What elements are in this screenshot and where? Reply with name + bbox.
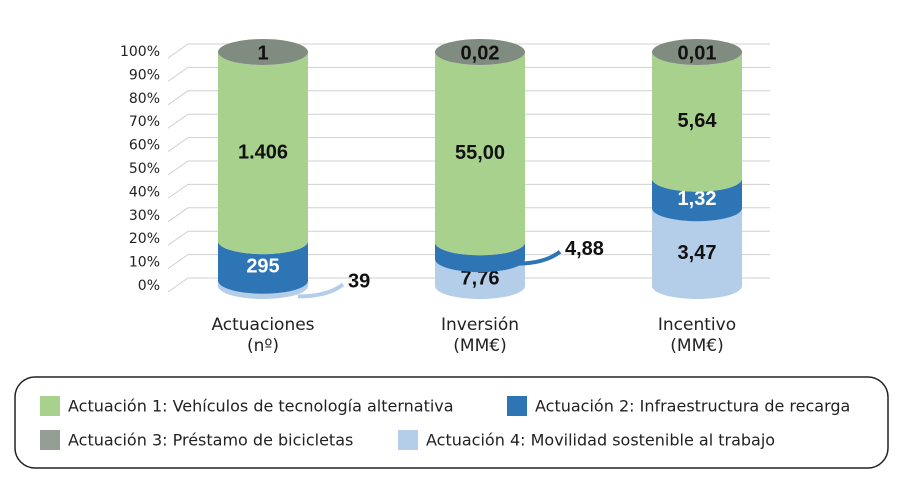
value-label: 5,64 bbox=[678, 110, 718, 132]
x-tick-label: (MM€) bbox=[670, 336, 723, 356]
x-tick-label: (nº) bbox=[247, 336, 279, 356]
value-label: 0,02 bbox=[461, 42, 500, 64]
grid-line bbox=[167, 277, 770, 293]
y-tick-label: 70% bbox=[129, 114, 160, 130]
grid-line bbox=[167, 66, 770, 82]
value-label: 0,01 bbox=[678, 42, 717, 64]
legend-swatch bbox=[40, 430, 60, 450]
cylinder-top bbox=[218, 39, 308, 65]
legend-swatch bbox=[507, 396, 527, 416]
value-label: 39 bbox=[348, 271, 370, 293]
value-label: 295 bbox=[246, 256, 279, 278]
y-tick-label: 50% bbox=[129, 161, 160, 177]
grid-line bbox=[167, 43, 770, 59]
cylinder-segment bbox=[652, 208, 742, 299]
value-label: 7,76 bbox=[461, 267, 500, 289]
grid-line bbox=[167, 137, 770, 153]
legend-label: Actuación 2: Infraestructura de recarga bbox=[535, 397, 850, 416]
cylinder-segment bbox=[435, 52, 525, 256]
cylinder-segment bbox=[218, 241, 308, 294]
leader-line bbox=[514, 250, 562, 266]
cylinder-top bbox=[652, 39, 742, 65]
cylinder-segment bbox=[435, 259, 525, 299]
x-tick-label: (MM€) bbox=[453, 336, 506, 356]
cylinder-segment bbox=[435, 242, 525, 273]
grid-line bbox=[167, 183, 770, 199]
leader-line bbox=[297, 282, 345, 299]
y-tick-label: 80% bbox=[129, 91, 160, 107]
grid-line bbox=[167, 230, 770, 246]
value-label: 1 bbox=[257, 42, 268, 64]
legend-swatch bbox=[398, 430, 418, 450]
y-tick-label: 100% bbox=[120, 44, 160, 60]
grid-line bbox=[167, 254, 770, 270]
legend-box bbox=[14, 376, 889, 469]
y-tick-label: 0% bbox=[138, 278, 160, 294]
x-tick-label: Inversión bbox=[441, 315, 519, 335]
grid-line bbox=[167, 160, 770, 176]
y-tick-label: 40% bbox=[129, 184, 160, 200]
cylinder-segment bbox=[652, 52, 742, 192]
legend-label: Actuación 3: Préstamo de bicicletas bbox=[68, 431, 353, 450]
y-tick-label: 60% bbox=[129, 138, 160, 154]
cylinder-top bbox=[435, 39, 525, 65]
cylinder-segment bbox=[218, 52, 308, 255]
cylinder-segment bbox=[652, 178, 742, 222]
legend-label: Actuación 1: Vehículos de tecnología alt… bbox=[68, 397, 454, 416]
value-label: 1.406 bbox=[238, 141, 288, 163]
grid-line bbox=[167, 113, 770, 129]
y-tick-label: 90% bbox=[129, 67, 160, 83]
x-tick-label: Incentivo bbox=[658, 315, 736, 335]
x-tick-label: Actuaciones bbox=[211, 315, 314, 335]
legend-swatch bbox=[40, 396, 60, 416]
value-label: 4,88 bbox=[565, 238, 604, 260]
y-tick-label: 30% bbox=[129, 208, 160, 224]
grid-line bbox=[167, 207, 770, 223]
value-label: 1,32 bbox=[678, 188, 717, 210]
cylinder-segment bbox=[218, 280, 308, 299]
legend-label: Actuación 4: Movilidad sostenible al tra… bbox=[426, 431, 775, 450]
grid-line bbox=[167, 90, 770, 106]
value-label: 55,00 bbox=[455, 142, 505, 164]
y-tick-label: 10% bbox=[129, 255, 160, 271]
value-label: 3,47 bbox=[678, 242, 717, 264]
y-tick-label: 20% bbox=[129, 231, 160, 247]
